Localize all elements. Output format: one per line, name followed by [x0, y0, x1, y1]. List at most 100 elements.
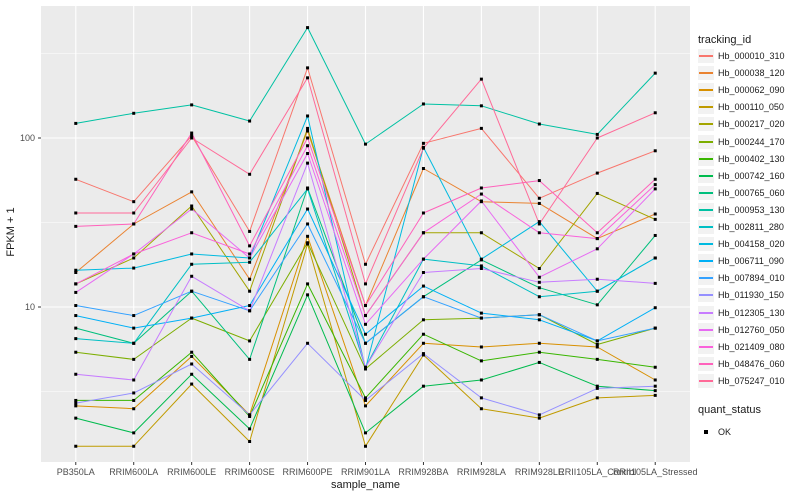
- data-point: [248, 427, 252, 431]
- data-point: [248, 413, 252, 417]
- data-point: [653, 256, 657, 260]
- data-point: [537, 313, 541, 317]
- data-point: [421, 146, 425, 150]
- legend-point-swatch: [698, 425, 714, 439]
- data-point: [537, 222, 541, 226]
- legend-item-label: Hb_048476_060: [718, 358, 785, 369]
- data-point: [248, 119, 252, 123]
- data-point: [653, 326, 657, 330]
- data-point: [537, 286, 541, 290]
- data-point: [74, 314, 78, 318]
- data-point: [306, 222, 310, 226]
- legend-item-Hb_012760_050: Hb_012760_050: [698, 322, 785, 338]
- data-point: [537, 220, 541, 224]
- legend-item-Hb_000953_130: Hb_000953_130: [698, 202, 785, 218]
- data-point: [479, 104, 483, 108]
- x-tick-label: RRIM901LA: [341, 467, 390, 477]
- data-point: [74, 350, 78, 354]
- legend-line-color: [699, 362, 713, 365]
- data-point: [306, 66, 310, 70]
- data-point: [653, 187, 657, 191]
- legend-line-color: [699, 140, 713, 143]
- data-point: [479, 264, 483, 268]
- data-point: [364, 444, 367, 448]
- data-point: [132, 200, 136, 204]
- data-point: [74, 224, 78, 228]
- data-point: [479, 266, 483, 270]
- data-point: [190, 136, 194, 140]
- data-point: [364, 282, 367, 286]
- data-point: [74, 121, 78, 125]
- data-point: [306, 136, 310, 140]
- data-point: [74, 404, 78, 408]
- data-point: [190, 354, 194, 358]
- data-point: [132, 444, 136, 448]
- legend-line-swatch: [698, 322, 714, 337]
- y-tick-label: 100: [20, 133, 35, 143]
- legend-line-swatch: [698, 202, 714, 217]
- legend-item-Hb_011930_150: Hb_011930_150: [698, 287, 784, 303]
- data-point: [74, 444, 78, 448]
- x-axis-title: sample_name: [330, 479, 401, 491]
- legend-item-label: Hb_004158_020: [718, 239, 785, 250]
- data-point: [537, 295, 541, 299]
- legend-item-Hb_000742_160: Hb_000742_160: [698, 168, 785, 184]
- data-point: [421, 352, 425, 356]
- data-point: [421, 332, 425, 336]
- data-point: [595, 231, 599, 235]
- data-point: [595, 339, 599, 343]
- data-point: [479, 126, 483, 130]
- legend-item-label: Hb_002811_280: [718, 222, 784, 232]
- data-point: [306, 282, 310, 286]
- data-point: [190, 131, 194, 135]
- data-point: [190, 204, 194, 208]
- data-point: [653, 71, 657, 75]
- legend-line-color: [699, 277, 713, 280]
- data-point: [479, 192, 483, 196]
- data-point: [132, 256, 136, 260]
- data-point: [248, 277, 252, 281]
- data-point: [190, 207, 194, 211]
- data-point: [306, 144, 310, 148]
- data-point: [190, 190, 194, 194]
- data-point: [421, 231, 425, 235]
- data-point: [306, 76, 310, 80]
- legend-panel: tracking_id Hb_000010_310 Hb_000038_120 Hb…: [694, 0, 800, 500]
- legend-line-color: [699, 106, 713, 109]
- data-point: [132, 326, 136, 330]
- data-point: [364, 314, 367, 318]
- data-point: [74, 211, 78, 215]
- legend-line-swatch: [698, 339, 714, 354]
- data-point: [190, 134, 194, 138]
- legend-item-label: Hb_007894_010: [718, 273, 785, 284]
- data-point: [537, 416, 541, 420]
- legend-line-color: [699, 260, 713, 263]
- data-point: [653, 233, 657, 237]
- data-point: [653, 389, 657, 393]
- data-point: [306, 234, 310, 238]
- data-point: [421, 384, 425, 388]
- data-point: [190, 231, 194, 235]
- legend-item-label: Hb_011930_150: [718, 290, 784, 301]
- data-point: [306, 207, 310, 211]
- x-tick-label: RRIM928LE: [515, 467, 564, 477]
- data-point: [595, 396, 599, 400]
- legend-item-label: Hb_000244_170: [718, 136, 785, 147]
- legend-item-label: Hb_000010_310: [718, 51, 785, 61]
- data-point: [595, 136, 599, 140]
- y-axis-title: FPKM + 1: [5, 207, 17, 257]
- data-point: [74, 177, 78, 181]
- data-point: [306, 187, 310, 191]
- data-point: [74, 282, 78, 286]
- data-point: [364, 367, 367, 371]
- legend-item-label: Hb_000765_060: [718, 187, 785, 198]
- legend-item-Hb_021409_080: Hb_021409_080: [698, 339, 785, 355]
- data-point: [190, 350, 194, 354]
- data-point: [74, 337, 78, 341]
- data-point: [421, 341, 425, 345]
- data-point: [306, 151, 310, 155]
- data-point: [537, 360, 541, 364]
- data-point: [74, 326, 78, 330]
- data-point: [653, 393, 657, 397]
- data-point: [595, 342, 599, 346]
